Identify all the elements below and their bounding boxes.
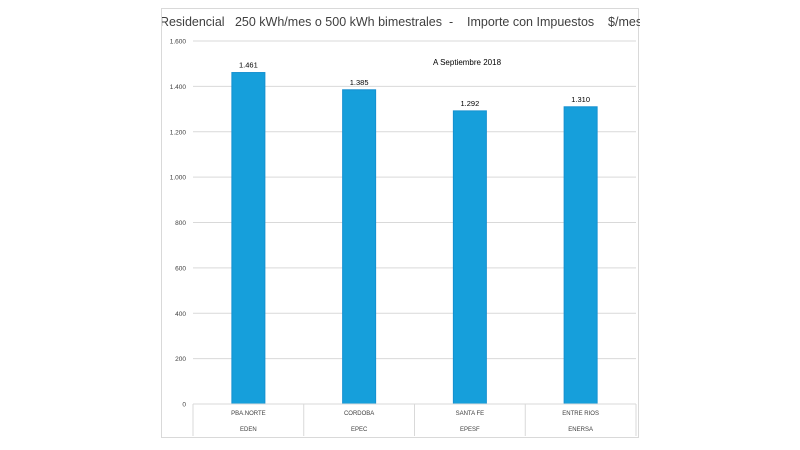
x-tick-label: ENTRE RIOS bbox=[562, 411, 599, 417]
y-tick-label: 400 bbox=[175, 311, 186, 318]
y-tick-label: 1.000 bbox=[170, 175, 187, 182]
x-tick-sublabel: EDEN bbox=[240, 427, 257, 433]
data-labels: 1.461 1.385 1.292 1.310 bbox=[239, 61, 590, 108]
y-tick-label: 800 bbox=[175, 220, 186, 227]
y-tick-label: 200 bbox=[175, 356, 186, 363]
bar bbox=[342, 89, 377, 405]
bar-chart: Residencial 250 kWh/mes o 500 kWh bimest… bbox=[162, 15, 640, 436]
y-tick-label: 1.400 bbox=[170, 84, 187, 91]
chart-frame: Residencial 250 kWh/mes o 500 kWh bimest… bbox=[161, 8, 640, 438]
y-tick-label: 1.200 bbox=[170, 129, 187, 136]
x-tick-sublabel: EPEC bbox=[351, 427, 368, 433]
x-tick-label: SANTA FE bbox=[456, 411, 485, 417]
data-label: 1.461 bbox=[239, 61, 258, 70]
y-tick-label: 0 bbox=[182, 402, 186, 409]
bar bbox=[452, 110, 487, 405]
x-tick-sublabel: ENERSA bbox=[568, 427, 593, 433]
bars bbox=[231, 72, 598, 405]
data-label: 1.292 bbox=[460, 99, 479, 108]
x-tick-label: CORDOBA bbox=[344, 411, 374, 417]
y-tick-label: 1.600 bbox=[170, 39, 187, 46]
x-tick-sublabel: EPESF bbox=[460, 427, 480, 433]
x-tick-label: PBA.NORTE bbox=[231, 411, 266, 417]
chart-title: Residencial 250 kWh/mes o 500 kWh bimest… bbox=[162, 15, 640, 29]
data-label: 1.310 bbox=[571, 95, 590, 104]
x-axis: PBA.NORTE EDEN CORDOBA EPEC SANTA FE EPESF ENT… bbox=[192, 403, 637, 436]
bar bbox=[231, 72, 266, 405]
y-tick-label: 600 bbox=[175, 265, 186, 272]
data-label: 1.385 bbox=[350, 78, 369, 87]
y-axis-ticks: 0 200 400 600 800 1.000 1.200 1.400 1.600 bbox=[170, 39, 187, 409]
chart-subtitle: A Septiembre 2018 bbox=[433, 58, 502, 67]
bar bbox=[563, 106, 598, 405]
gridlines bbox=[193, 40, 636, 405]
